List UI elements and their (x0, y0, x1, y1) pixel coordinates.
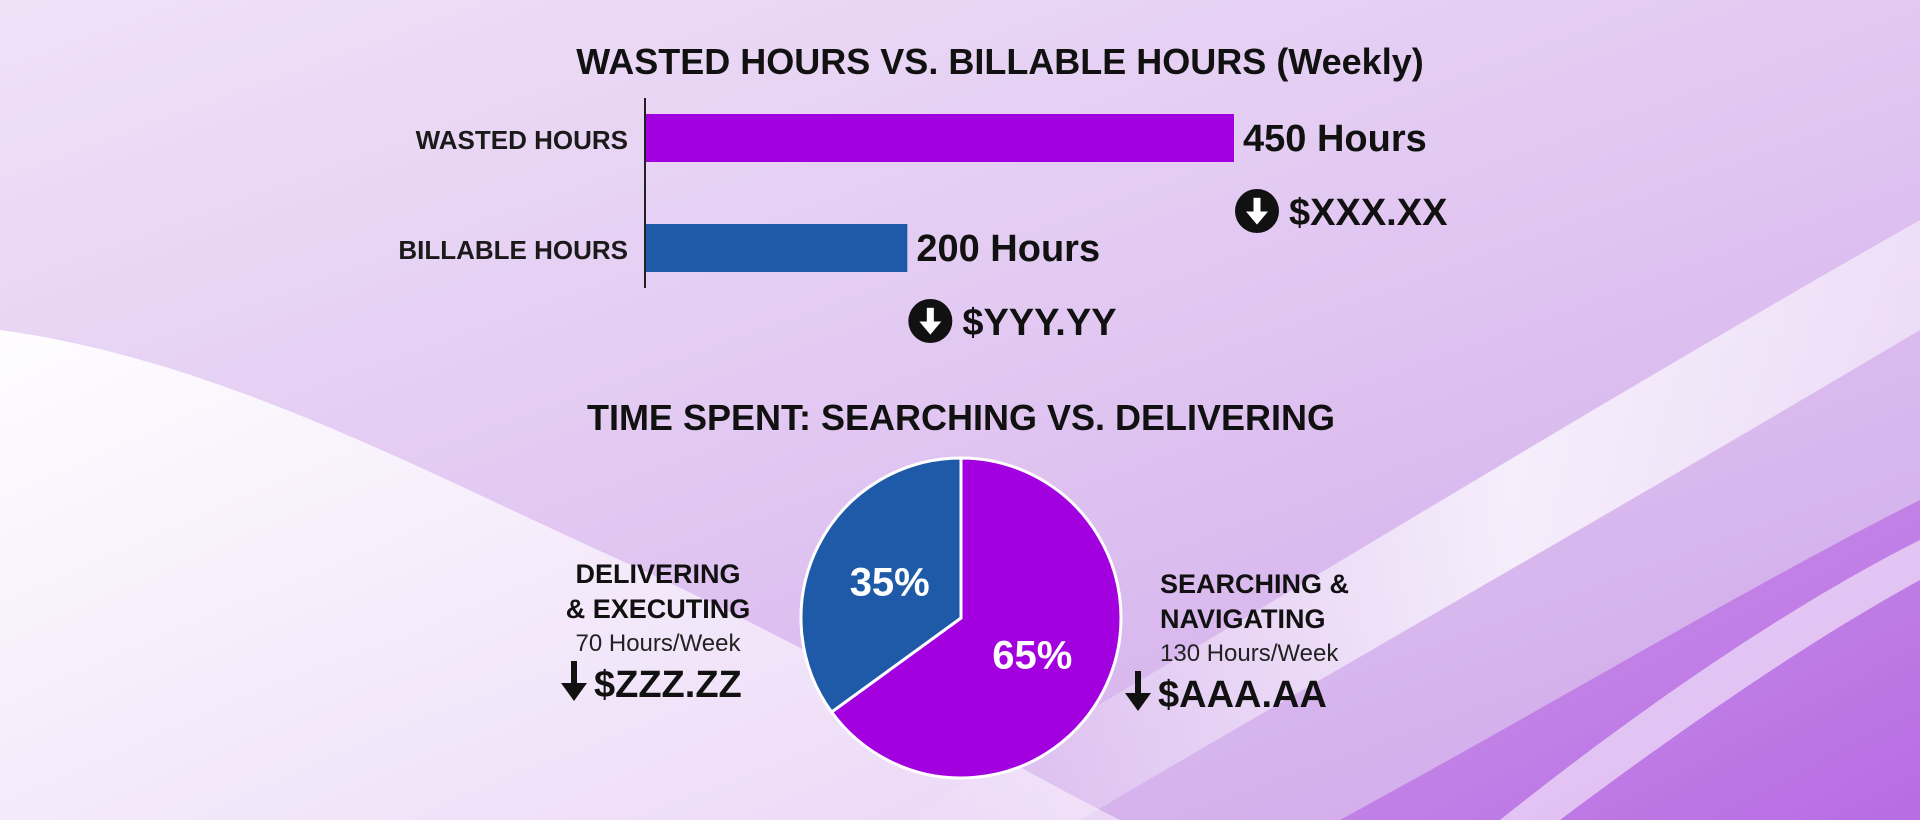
pie-slice-percent-label: 35% (850, 561, 930, 605)
bar-category-label: BILLABLE HOURS (398, 235, 628, 265)
pie-side-title: SEARCHING & (1160, 569, 1349, 599)
pie-side-subtitle: 70 Hours/Week (576, 630, 742, 657)
bar-chart-title: WASTED HOURS VS. BILLABLE HOURS (Weekly) (576, 41, 1423, 82)
pie-side-label-delivering: DELIVERING & EXECUTING 70 Hours/Week $ZZZ.Z… (561, 559, 750, 706)
pie-side-label-searching: SEARCHING & NAVIGATING 130 Hours/Week $AAA.… (1125, 569, 1349, 716)
arrow-down-icon (561, 661, 587, 701)
pie-side-cost: $ZZZ.ZZ (594, 664, 742, 706)
bar (646, 224, 908, 272)
bar-value-label: 200 Hours (916, 228, 1100, 270)
pie-slice-delivering (799, 456, 963, 715)
pie-side-title: NAVIGATING (1160, 604, 1326, 634)
pie: 65% 35% (799, 456, 1123, 780)
background-wave-corner (1340, 500, 1920, 820)
arrow-down-icon (1125, 671, 1151, 711)
background-wave-right (900, 220, 1920, 820)
bar-value-label: 450 Hours (1243, 118, 1427, 160)
bar-chart: WASTED HOURS VS. BILLABLE HOURS (Weekly)… (398, 41, 1448, 344)
pie-side-subtitle: 130 Hours/Week (1160, 640, 1339, 667)
pie-chart-title: TIME SPENT: SEARCHING VS. DELIVERING (587, 397, 1335, 438)
pie-side-title: DELIVERING (575, 559, 740, 589)
pie-side-title: & EXECUTING (566, 594, 751, 624)
pie-side-cost: $AAA.AA (1158, 674, 1327, 716)
bar-category-label: WASTED HOURS (416, 125, 628, 155)
background-wave-streak (1500, 540, 1920, 820)
bar (646, 114, 1234, 162)
pie-slice-searching (829, 456, 1123, 780)
arrow-down-circle-icon (908, 299, 953, 343)
arrow-down-circle-icon (1235, 189, 1279, 233)
bars: WASTED HOURS 450 Hours $XXX.XX BILLABLE HOU… (398, 114, 1448, 344)
bar-cost-label: $XXX.XX (1289, 192, 1448, 234)
pie-slice-percent-label: 65% (992, 633, 1072, 677)
bar-cost-label: $YYY.YY (962, 302, 1116, 344)
pie-chart: TIME SPENT: SEARCHING VS. DELIVERING 65%… (561, 397, 1349, 780)
pie-side-labels: SEARCHING & NAVIGATING 130 Hours/Week $AAA.… (561, 559, 1349, 716)
